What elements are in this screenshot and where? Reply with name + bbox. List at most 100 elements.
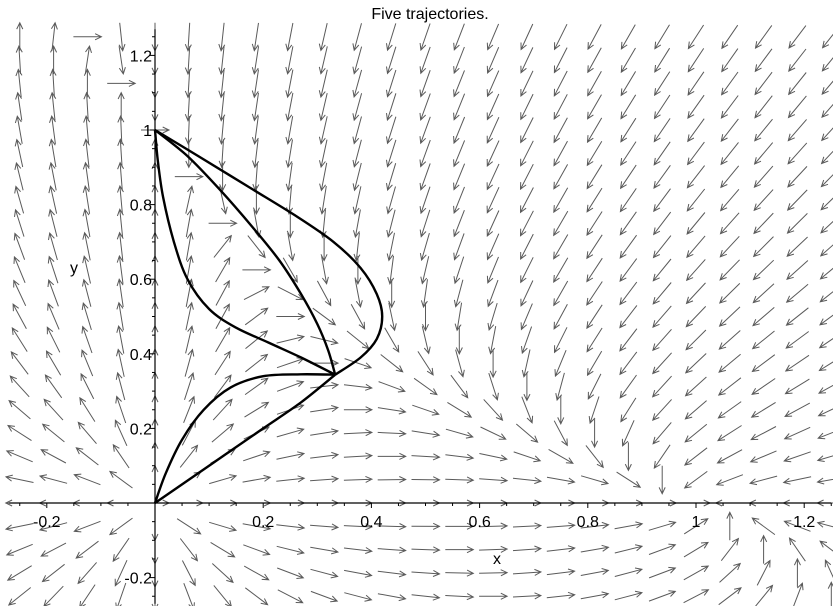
field-arrow [251,22,259,52]
field-arrow [546,476,576,485]
field-arrow [684,423,708,443]
field-arrow [684,400,707,420]
field-arrow [753,189,774,212]
y-tick-label: 0.8 [130,198,152,215]
field-arrow [352,23,362,52]
field-arrow [718,330,741,350]
field-arrow [819,291,833,303]
field-arrow [683,565,710,581]
field-arrow [319,162,328,192]
field-arrow [82,161,90,191]
field-arrow [82,255,91,284]
field-arrow [453,233,465,261]
field-arrow [445,546,475,554]
field-arrow [244,401,270,418]
field-arrow [587,47,602,74]
field-arrow [648,590,677,602]
field-arrow [819,540,833,552]
field-arrow [580,591,610,600]
field-arrow [519,163,534,191]
y-axis-label: y [70,260,78,277]
field-arrow [251,92,259,122]
field-arrow [244,307,269,326]
field-arrow [318,92,328,122]
y-tick-label: 0.2 [130,421,152,438]
field-arrow [620,397,637,423]
field-arrow [520,117,534,144]
field-arrow [487,302,498,332]
field-arrow [43,585,64,606]
field-arrow [310,405,340,413]
field-arrow [208,219,238,227]
field-arrow [824,559,833,578]
field-arrow [445,522,475,530]
field-arrow [687,94,705,120]
field-arrow [210,541,236,558]
x-tick-label: 0.8 [577,514,599,531]
field-arrow [116,324,125,354]
field-arrow [586,164,603,190]
x-tick-label: 1.2 [793,514,815,531]
field-arrow [489,349,497,379]
field-arrow [720,165,740,189]
field-arrow [620,117,637,143]
field-arrow [377,593,407,602]
field-arrow [821,127,833,142]
field-arrow [41,423,65,443]
field-arrow [4,474,34,483]
field-arrow [46,326,61,353]
field-arrow [753,142,774,165]
field-arrow [112,443,130,469]
field-arrow [453,163,466,191]
field-arrow [719,188,740,212]
field-arrow [174,173,204,181]
field-arrow [749,450,777,463]
field-arrow [554,350,567,378]
field-arrow [7,587,32,606]
field-arrow [245,330,269,349]
field-arrow [343,383,373,391]
field-arrow [546,545,576,553]
field-arrow [720,142,739,166]
field-arrow [621,420,635,447]
field-arrow [14,115,23,144]
field-arrow [553,70,568,97]
field-arrow [784,378,810,395]
field-arrow [277,567,305,579]
field-arrow [652,422,672,445]
field-arrow [179,444,199,468]
field-arrow [285,162,293,192]
field-arrow [310,451,340,459]
field-arrow [10,350,29,375]
field-arrow [114,559,128,587]
field-arrow [586,211,603,236]
field-arrow [285,69,294,99]
field-arrow [487,279,499,308]
field-arrow [585,445,604,469]
field-arrow [377,407,407,415]
field-arrow [83,114,91,144]
field-arrow [14,138,24,168]
field-arrow [515,423,539,443]
field-arrow [520,47,534,74]
field-arrow [185,325,194,354]
field-arrow [285,22,294,52]
field-arrow [215,303,230,330]
trajectories [153,128,384,504]
field-arrow [310,568,339,579]
field-arrow [419,163,431,191]
field-arrow [352,46,363,75]
field-arrow [245,353,269,373]
field-arrow [43,398,64,421]
field-arrow [218,116,226,146]
field-arrow [343,452,374,460]
x-tick-label: 0.6 [468,514,490,531]
field-arrow [720,95,739,119]
field-arrow [717,425,742,442]
field-arrow [553,187,569,214]
field-arrow [419,70,431,98]
field-arrow [586,117,603,144]
field-arrow [750,426,777,441]
field-arrow [512,545,543,553]
field-arrow [81,349,94,377]
